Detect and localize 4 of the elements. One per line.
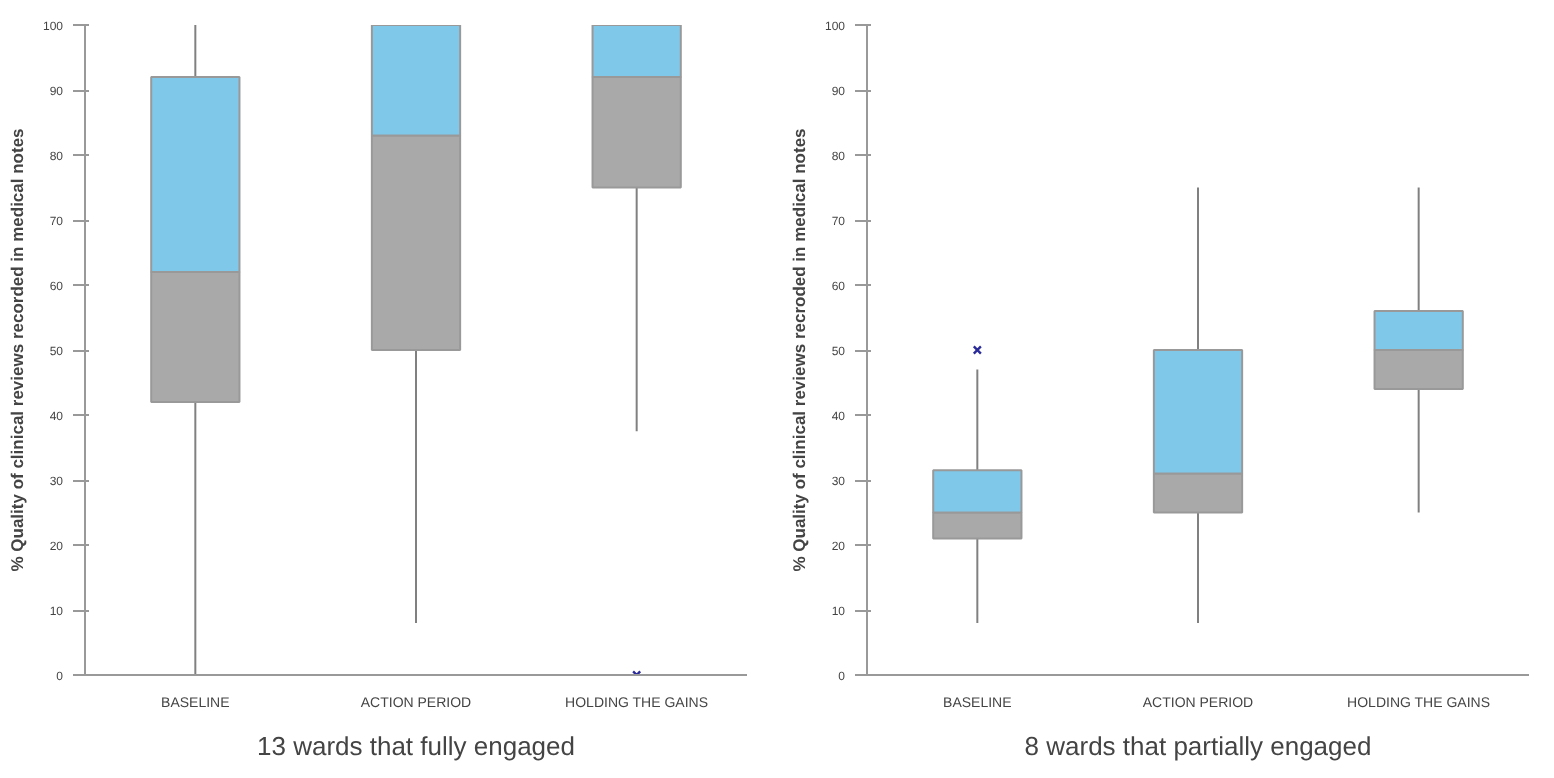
text: 8 wards that partially engaged	[1024, 731, 1372, 761]
y-axis-title: % Quality of clinical reviews recorded in medical notes	[6, 127, 27, 572]
y-axis-title: % Quality of clinical reviews recroded in medical notes	[788, 127, 809, 572]
text: 13 wards that fully engaged	[257, 731, 575, 761]
